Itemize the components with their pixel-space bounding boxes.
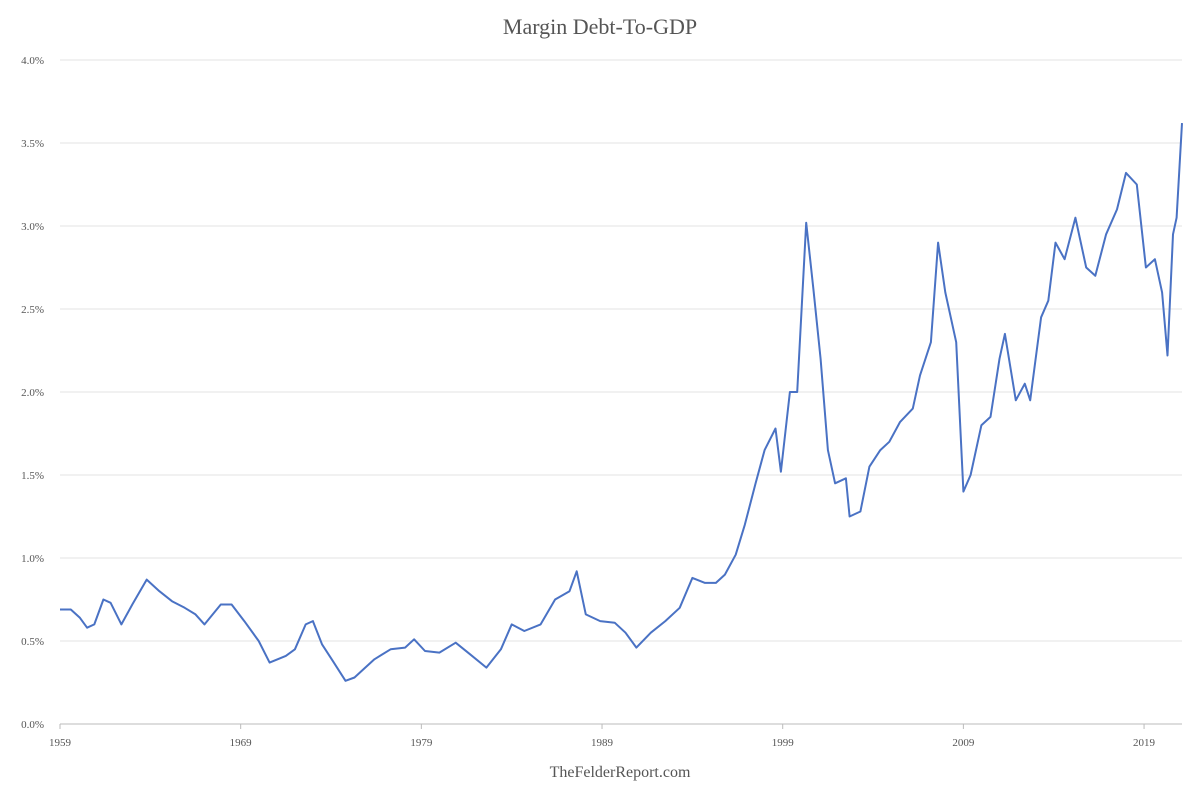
y-tick-label: 1.0% [21,553,44,565]
x-tick-label: 1969 [230,737,253,749]
x-tick-label: 1959 [49,737,72,749]
x-tick-label: 1989 [591,737,614,749]
y-tick-label: 1.5% [21,470,44,482]
source: TheFelderReport.com [550,764,691,781]
x-tick-label: 2009 [952,737,975,749]
y-tick-label: 0.5% [21,636,44,648]
y-tick-label: 2.0% [21,387,44,399]
y-tick-label: 3.5% [21,138,44,150]
line [60,123,1183,682]
y-tick-label: 3.0% [21,221,44,233]
x-tick-label: 1979 [410,737,433,749]
y-tick-label: 2.5% [21,304,44,316]
y-tick-label: 0.0% [21,719,44,731]
y-tick-label: 4.0% [21,55,44,67]
x-tick-label: 2019 [1133,737,1156,749]
chart-title: Margin Debt-To-GDP [503,14,697,39]
x-tick-label: 1999 [772,737,795,749]
